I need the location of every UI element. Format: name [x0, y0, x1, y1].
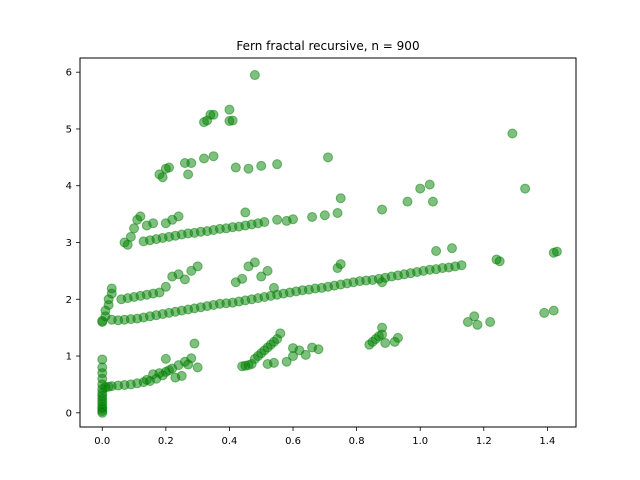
data-point	[313, 344, 324, 355]
data-point	[106, 283, 117, 294]
data-point	[129, 223, 140, 234]
data-point	[268, 357, 279, 368]
data-point	[224, 104, 235, 115]
data-point	[485, 316, 496, 327]
data-point	[164, 365, 175, 376]
data-point	[262, 265, 273, 276]
x-tick-label: 1.4	[539, 436, 555, 447]
y-axis-ticks: 0 1 2 3 4 5 6	[66, 68, 80, 419]
data-point	[259, 217, 270, 228]
data-point	[548, 305, 559, 316]
data-point	[494, 256, 505, 267]
data-point	[256, 160, 267, 171]
x-tick-label: 1.0	[412, 436, 428, 447]
data-point	[447, 243, 457, 254]
data-point	[192, 362, 203, 373]
data-point	[319, 210, 330, 221]
data-point	[300, 349, 311, 360]
data-point	[377, 322, 388, 333]
data-point	[335, 193, 346, 204]
data-point	[199, 153, 209, 164]
data-point	[157, 172, 168, 183]
data-point	[249, 257, 260, 268]
y-tick-label: 2	[66, 295, 72, 306]
data-point	[415, 183, 426, 194]
data-point	[135, 211, 146, 222]
data-point	[249, 70, 260, 81]
data-point	[183, 359, 194, 370]
data-point	[154, 287, 165, 298]
data-point	[539, 307, 550, 318]
data-point	[307, 211, 318, 222]
data-point	[288, 214, 299, 225]
data-point	[179, 274, 190, 285]
data-point	[97, 354, 108, 365]
data-point	[189, 338, 200, 349]
data-point	[275, 328, 286, 339]
data-point	[377, 204, 388, 215]
data-points	[97, 70, 562, 418]
data-point	[551, 246, 562, 257]
y-tick-label: 3	[66, 238, 72, 249]
data-point	[427, 196, 438, 207]
data-point	[240, 207, 251, 218]
data-point	[183, 169, 194, 180]
data-point	[335, 259, 346, 270]
x-axis-ticks: 0.0 0.2 0.4 0.6 0.8 1.0 1.2 1.4	[94, 427, 555, 447]
data-point	[281, 356, 292, 367]
data-point	[392, 332, 403, 343]
data-point	[227, 115, 238, 126]
data-point	[125, 231, 136, 242]
data-point	[380, 337, 391, 348]
data-point	[520, 183, 531, 194]
y-tick-label: 5	[66, 124, 72, 135]
data-point	[148, 218, 159, 229]
data-point	[170, 372, 181, 383]
data-point	[208, 151, 219, 162]
y-tick-label: 4	[66, 181, 72, 192]
y-tick-label: 1	[66, 352, 72, 363]
data-point	[268, 282, 279, 293]
chart-title: Fern fractal recursive, n = 900	[236, 39, 419, 53]
data-point	[472, 319, 483, 330]
data-point	[141, 374, 152, 385]
x-tick-label: 0.8	[349, 436, 365, 447]
data-point	[507, 128, 518, 139]
data-point	[164, 162, 175, 173]
data-point	[323, 152, 333, 163]
data-point	[431, 246, 442, 257]
data-point	[456, 260, 467, 271]
x-tick-label: 0.2	[158, 436, 174, 447]
data-point	[424, 179, 435, 190]
data-point	[208, 109, 219, 120]
data-point	[192, 261, 203, 272]
data-point	[243, 163, 254, 174]
x-tick-label: 1.2	[476, 436, 492, 447]
plot-area-frame	[79, 57, 577, 428]
y-tick-label: 0	[66, 408, 72, 419]
data-point	[148, 369, 159, 380]
data-point	[272, 159, 283, 170]
x-tick-label: 0.4	[221, 436, 237, 447]
x-tick-label: 0.6	[285, 436, 301, 447]
y-tick-label: 6	[66, 68, 72, 79]
data-point	[160, 353, 171, 364]
data-point	[469, 311, 480, 322]
data-point	[173, 211, 184, 222]
data-point	[186, 158, 197, 169]
data-point	[402, 196, 413, 207]
data-point	[173, 269, 184, 280]
x-tick-label: 0.0	[94, 436, 110, 447]
data-point	[230, 162, 241, 173]
data-point	[237, 273, 248, 284]
data-point	[272, 214, 283, 225]
data-point	[288, 343, 299, 354]
data-point	[332, 207, 343, 218]
data-point	[256, 271, 267, 282]
data-point	[462, 316, 473, 327]
data-point	[377, 277, 388, 288]
data-point	[160, 281, 171, 292]
